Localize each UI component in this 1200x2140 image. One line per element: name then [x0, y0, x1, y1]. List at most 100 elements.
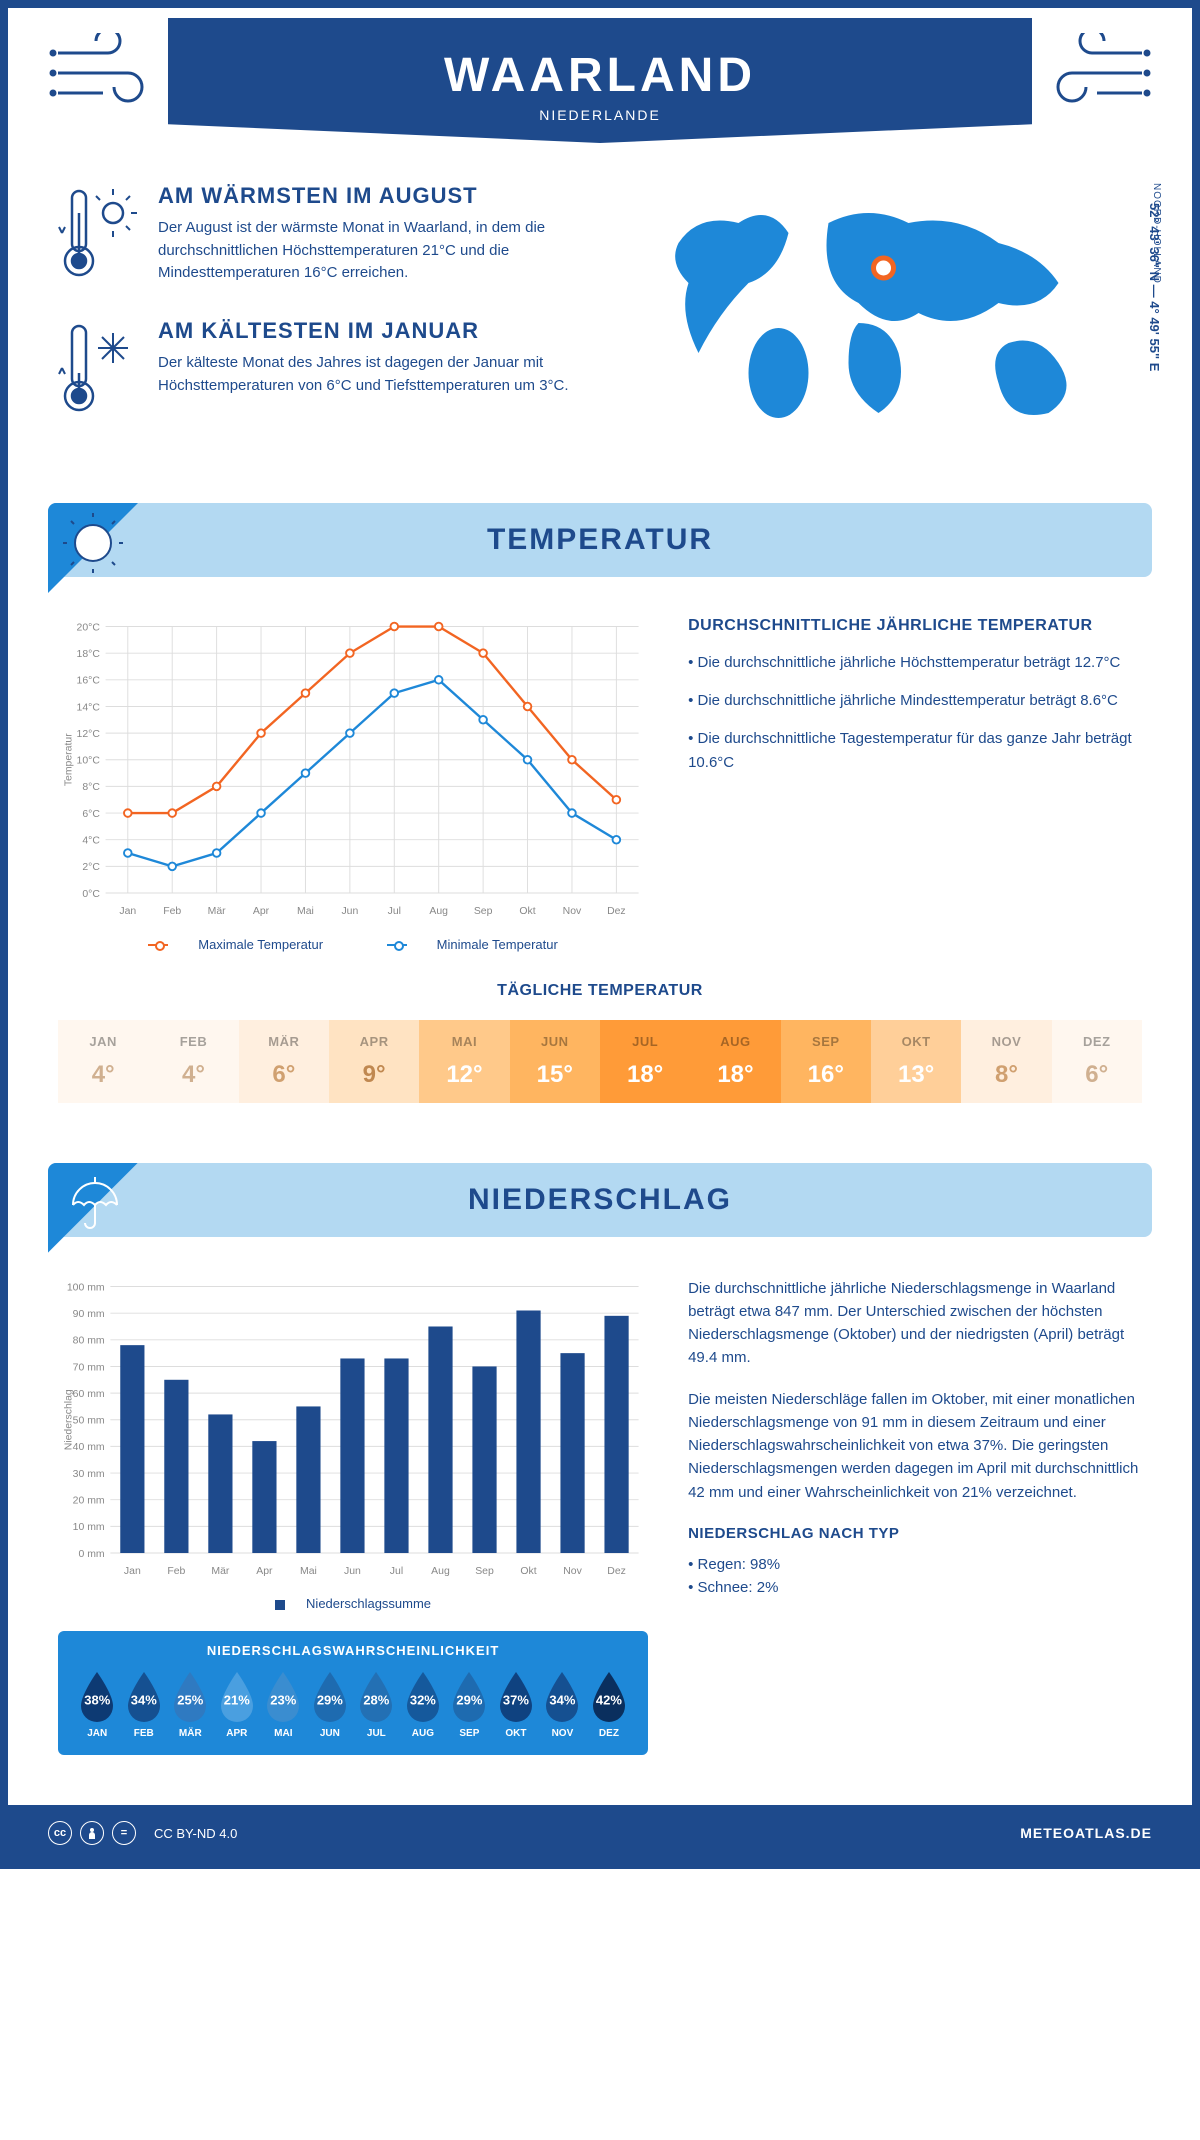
- svg-text:14°C: 14°C: [77, 702, 101, 713]
- temp-cell: APR9°: [329, 1020, 419, 1103]
- wind-icon: [1042, 33, 1152, 118]
- temp-cell: MÄR6°: [239, 1020, 329, 1103]
- legend-min: Minimale Temperatur: [437, 937, 558, 952]
- svg-text:20 mm: 20 mm: [73, 1495, 105, 1506]
- svg-text:6°C: 6°C: [82, 809, 100, 820]
- svg-text:Niederschlag: Niederschlag: [63, 1389, 74, 1450]
- country-name: NIEDERLANDE: [188, 107, 1012, 123]
- svg-text:Aug: Aug: [431, 1566, 450, 1577]
- sun-icon: [63, 513, 123, 578]
- temp-bullet: • Die durchschnittliche jährliche Mindes…: [688, 689, 1142, 713]
- svg-text:0°C: 0°C: [82, 889, 100, 900]
- svg-text:Aug: Aug: [429, 906, 448, 917]
- svg-text:100 mm: 100 mm: [67, 1282, 105, 1293]
- site-name: METEOATLAS.DE: [1020, 1825, 1152, 1841]
- coldest-text: Der kälteste Monat des Jahres ist dagege…: [158, 352, 585, 397]
- temperature-section-header: TEMPERATUR: [48, 503, 1152, 577]
- svg-text:80 mm: 80 mm: [73, 1335, 105, 1346]
- thermometer-sun-icon: [58, 183, 138, 288]
- probability-drop: 42%DEZ: [586, 1670, 633, 1739]
- wind-icon: [48, 33, 158, 118]
- svg-text:Apr: Apr: [253, 906, 270, 917]
- probability-drop: 34%FEB: [121, 1670, 168, 1739]
- temp-cell: FEB4°: [148, 1020, 238, 1103]
- svg-text:Apr: Apr: [256, 1566, 273, 1577]
- probability-drop: 25%MÄR: [167, 1670, 214, 1739]
- precip-type-item: • Regen: 98%: [688, 1553, 1142, 1576]
- svg-text:10°C: 10°C: [77, 756, 101, 767]
- precipitation-probability-box: NIEDERSCHLAGSWAHRSCHEINLICHKEIT 38%JAN34…: [58, 1631, 648, 1755]
- svg-text:Jun: Jun: [341, 906, 358, 917]
- svg-text:4°C: 4°C: [82, 836, 100, 847]
- svg-text:Sep: Sep: [474, 906, 493, 917]
- svg-text:20°C: 20°C: [77, 622, 101, 633]
- svg-text:Dez: Dez: [607, 906, 626, 917]
- svg-text:2°C: 2°C: [82, 862, 100, 873]
- section-title: TEMPERATUR: [68, 523, 1132, 557]
- svg-text:Okt: Okt: [520, 1566, 536, 1577]
- svg-text:Dez: Dez: [607, 1566, 626, 1577]
- probability-drop: 29%SEP: [446, 1670, 493, 1739]
- cc-icon: cc: [48, 1821, 72, 1845]
- precip-paragraph: Die meisten Niederschläge fallen im Okto…: [688, 1388, 1142, 1504]
- probability-drop: 37%OKT: [493, 1670, 540, 1739]
- svg-text:Mär: Mär: [211, 1566, 230, 1577]
- coldest-title: AM KÄLTESTEN IM JANUAR: [158, 318, 585, 344]
- precipitation-bar-chart: 0 mm10 mm20 mm30 mm40 mm50 mm60 mm70 mm8…: [58, 1277, 648, 1582]
- probability-drop: 34%NOV: [539, 1670, 586, 1739]
- temp-bullet: • Die durchschnittliche Tagestemperatur …: [688, 727, 1142, 775]
- precip-section-header: NIEDERSCHLAG: [48, 1163, 1152, 1237]
- warmest-fact: AM WÄRMSTEN IM AUGUST Der August ist der…: [58, 183, 585, 288]
- precip-type-title: NIEDERSCHLAG NACH TYP: [688, 1522, 1142, 1545]
- svg-text:Nov: Nov: [563, 1566, 582, 1577]
- daily-temp-grid: JAN4°FEB4°MÄR6°APR9°MAI12°JUN15°JUL18°AU…: [58, 1020, 1142, 1103]
- svg-text:40 mm: 40 mm: [73, 1442, 105, 1453]
- temp-cell: JUL18°: [600, 1020, 690, 1103]
- precip-chart-legend: Niederschlagssumme: [58, 1596, 648, 1611]
- svg-text:Feb: Feb: [163, 906, 181, 917]
- svg-text:30 mm: 30 mm: [73, 1468, 105, 1479]
- temp-cell: AUG18°: [690, 1020, 780, 1103]
- section-title: NIEDERSCHLAG: [68, 1183, 1132, 1217]
- daily-temp-title: TÄGLICHE TEMPERATUR: [58, 982, 1142, 1000]
- temp-cell: JUN15°: [510, 1020, 600, 1103]
- temp-info-title: DURCHSCHNITTLICHE JÄHRLICHE TEMPERATUR: [688, 617, 1142, 635]
- probability-drop: 29%JUN: [307, 1670, 354, 1739]
- svg-text:Feb: Feb: [167, 1566, 185, 1577]
- svg-text:18°C: 18°C: [77, 649, 101, 660]
- svg-text:90 mm: 90 mm: [73, 1309, 105, 1320]
- precip-paragraph: Die durchschnittliche jährliche Niedersc…: [688, 1277, 1142, 1370]
- svg-text:Okt: Okt: [519, 906, 535, 917]
- prob-title: NIEDERSCHLAGSWAHRSCHEINLICHKEIT: [74, 1643, 632, 1658]
- precip-type-item: • Schnee: 2%: [688, 1576, 1142, 1599]
- svg-text:Jan: Jan: [124, 1566, 141, 1577]
- temp-cell: DEZ6°: [1052, 1020, 1142, 1103]
- umbrella-icon: [63, 1173, 123, 1238]
- cc-nd-icon: =: [112, 1821, 136, 1845]
- svg-text:8°C: 8°C: [82, 782, 100, 793]
- probability-drop: 23%MAI: [260, 1670, 307, 1739]
- svg-text:10 mm: 10 mm: [73, 1522, 105, 1533]
- svg-text:Mai: Mai: [297, 906, 314, 917]
- temp-cell: JAN4°: [58, 1020, 148, 1103]
- svg-text:Sep: Sep: [475, 1566, 494, 1577]
- svg-text:0 mm: 0 mm: [78, 1548, 104, 1559]
- temp-cell: OKT13°: [871, 1020, 961, 1103]
- svg-text:50 mm: 50 mm: [73, 1415, 105, 1426]
- probability-drop: 38%JAN: [74, 1670, 121, 1739]
- legend-precip: Niederschlagssumme: [306, 1596, 431, 1611]
- svg-text:60 mm: 60 mm: [73, 1388, 105, 1399]
- temp-chart-legend: Maximale Temperatur Minimale Temperatur: [58, 937, 648, 952]
- cc-by-icon: [80, 1821, 104, 1845]
- svg-text:Jul: Jul: [390, 1566, 403, 1577]
- svg-text:12°C: 12°C: [77, 729, 101, 740]
- probability-drop: 28%JUL: [353, 1670, 400, 1739]
- probability-drop: 32%AUG: [400, 1670, 447, 1739]
- footer: cc = CC BY-ND 4.0 METEOATLAS.DE: [8, 1805, 1192, 1861]
- license-text: CC BY-ND 4.0: [154, 1826, 237, 1841]
- legend-max: Maximale Temperatur: [198, 937, 323, 952]
- header-banner: WAARLAND NIEDERLANDE: [168, 18, 1032, 143]
- warmest-text: Der August ist der wärmste Monat in Waar…: [158, 217, 585, 285]
- city-name: WAARLAND: [188, 48, 1012, 103]
- svg-text:Nov: Nov: [563, 906, 582, 917]
